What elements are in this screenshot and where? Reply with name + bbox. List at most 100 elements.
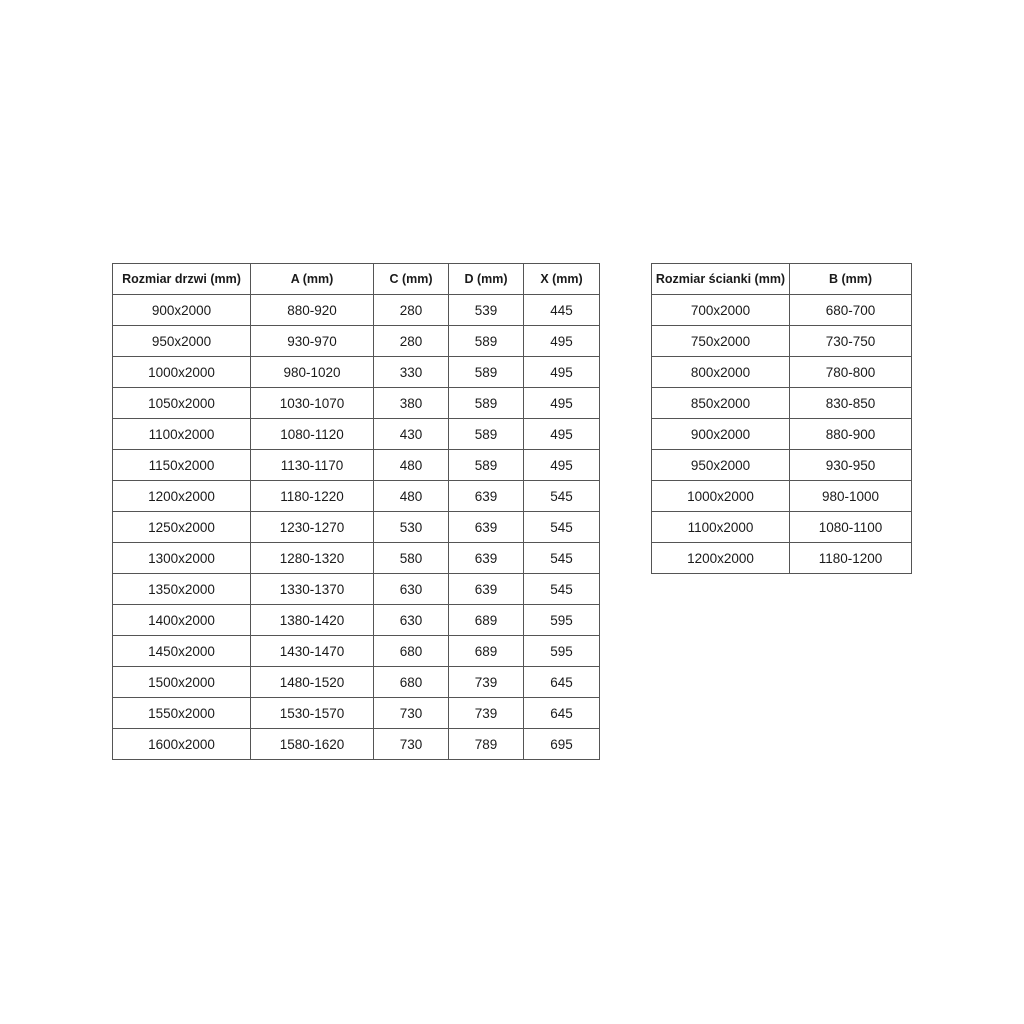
- table-row: 900x2000 880-920 280 539 445: [112, 294, 600, 326]
- table-cell: 495: [523, 418, 600, 450]
- table-row: 700x2000 680-700: [651, 294, 912, 326]
- table-cell: 730: [373, 697, 449, 729]
- table-row: 1300x2000 1280-1320 580 639 545: [112, 542, 600, 574]
- table-cell: 980-1020: [250, 356, 374, 388]
- wall-panel-sizes-table: Rozmiar ścianki (mm) B (mm) 700x2000 680-7…: [651, 263, 912, 574]
- table-row: 1150x2000 1130-1170 480 589 495: [112, 449, 600, 481]
- table-cell: 580: [373, 542, 449, 574]
- table-row: 1400x2000 1380-1420 630 689 595: [112, 604, 600, 636]
- header-row: Rozmiar ścianki (mm) B (mm): [651, 263, 912, 295]
- table-cell: 1280-1320: [250, 542, 374, 574]
- column-header: Rozmiar drzwi (mm): [112, 263, 251, 295]
- column-header: D (mm): [448, 263, 524, 295]
- table-cell: 1380-1420: [250, 604, 374, 636]
- table-cell: 1050x2000: [112, 387, 251, 419]
- table-cell: 639: [448, 511, 524, 543]
- table-cell: 1480-1520: [250, 666, 374, 698]
- table-cell: 730: [373, 728, 449, 760]
- table-cell: 639: [448, 542, 524, 574]
- table-cell: 930-970: [250, 325, 374, 357]
- table-cell: 800x2000: [651, 356, 790, 388]
- table-cell: 1550x2000: [112, 697, 251, 729]
- table-cell: 1250x2000: [112, 511, 251, 543]
- table-cell: 495: [523, 449, 600, 481]
- table-cell: 530: [373, 511, 449, 543]
- table-cell: 1350x2000: [112, 573, 251, 605]
- table-cell: 750x2000: [651, 325, 790, 357]
- table-cell: 639: [448, 480, 524, 512]
- table-cell: 1000x2000: [651, 480, 790, 512]
- table-row: 1250x2000 1230-1270 530 639 545: [112, 511, 600, 543]
- table-cell: 495: [523, 387, 600, 419]
- table-cell: 589: [448, 387, 524, 419]
- table-cell: 1100x2000: [651, 511, 790, 543]
- column-header: Rozmiar ścianki (mm): [651, 263, 790, 295]
- table-row: 1500x2000 1480-1520 680 739 645: [112, 666, 600, 698]
- table-cell: 430: [373, 418, 449, 450]
- table-cell: 480: [373, 449, 449, 481]
- table-cell: 689: [448, 635, 524, 667]
- header-row: Rozmiar drzwi (mm) A (mm) C (mm) D (mm) X (m…: [112, 263, 600, 295]
- table-row: 1050x2000 1030-1070 380 589 495: [112, 387, 600, 419]
- table-cell: 589: [448, 325, 524, 357]
- table-row: 1200x2000 1180-1200: [651, 542, 912, 574]
- table-cell: 1100x2000: [112, 418, 251, 450]
- table-cell: 589: [448, 449, 524, 481]
- table-cell: 380: [373, 387, 449, 419]
- table-cell: 589: [448, 356, 524, 388]
- table-cell: 445: [523, 294, 600, 326]
- table-cell: 1230-1270: [250, 511, 374, 543]
- table-cell: 1500x2000: [112, 666, 251, 698]
- table-cell: 1030-1070: [250, 387, 374, 419]
- table-cell: 789: [448, 728, 524, 760]
- table-cell: 1200x2000: [651, 542, 790, 574]
- table-row: 850x2000 830-850: [651, 387, 912, 419]
- table-row: 1000x2000 980-1020 330 589 495: [112, 356, 600, 388]
- table-row: 950x2000 930-970 280 589 495: [112, 325, 600, 357]
- table-cell: 545: [523, 573, 600, 605]
- table-cell: 1130-1170: [250, 449, 374, 481]
- table-cell: 680-700: [789, 294, 912, 326]
- table-cell: 630: [373, 573, 449, 605]
- table-cell: 1450x2000: [112, 635, 251, 667]
- table-cell: 880-900: [789, 418, 912, 450]
- table-row: 900x2000 880-900: [651, 418, 912, 450]
- table-row: 1000x2000 980-1000: [651, 480, 912, 512]
- table-cell: 900x2000: [651, 418, 790, 450]
- table-cell: 495: [523, 356, 600, 388]
- table-cell: 700x2000: [651, 294, 790, 326]
- table-cell: 1600x2000: [112, 728, 251, 760]
- table-cell: 495: [523, 325, 600, 357]
- table-cell: 739: [448, 697, 524, 729]
- table-cell: 680: [373, 666, 449, 698]
- table-cell: 1150x2000: [112, 449, 251, 481]
- door-sizes-table: Rozmiar drzwi (mm) A (mm) C (mm) D (mm) X (m…: [112, 263, 600, 760]
- table-cell: 545: [523, 511, 600, 543]
- table-cell: 630: [373, 604, 449, 636]
- table-cell: 680: [373, 635, 449, 667]
- table-cell: 950x2000: [651, 449, 790, 481]
- column-header: X (mm): [523, 263, 600, 295]
- table-cell: 1300x2000: [112, 542, 251, 574]
- table-cell: 645: [523, 666, 600, 698]
- table-cell: 1080-1100: [789, 511, 912, 543]
- table-cell: 900x2000: [112, 294, 251, 326]
- table-cell: 539: [448, 294, 524, 326]
- table-cell: 545: [523, 542, 600, 574]
- table-cell: 950x2000: [112, 325, 251, 357]
- table-cell: 330: [373, 356, 449, 388]
- table-row: 750x2000 730-750: [651, 325, 912, 357]
- table-cell: 780-800: [789, 356, 912, 388]
- table-cell: 1180-1220: [250, 480, 374, 512]
- table-row: 1450x2000 1430-1470 680 689 595: [112, 635, 600, 667]
- table-cell: 595: [523, 604, 600, 636]
- table-cell: 1430-1470: [250, 635, 374, 667]
- table-cell: 589: [448, 418, 524, 450]
- table-cell: 850x2000: [651, 387, 790, 419]
- table-cell: 830-850: [789, 387, 912, 419]
- table-cell: 739: [448, 666, 524, 698]
- table-cell: 545: [523, 480, 600, 512]
- table-cell: 689: [448, 604, 524, 636]
- table-row: 1100x2000 1080-1100: [651, 511, 912, 543]
- table-cell: 1200x2000: [112, 480, 251, 512]
